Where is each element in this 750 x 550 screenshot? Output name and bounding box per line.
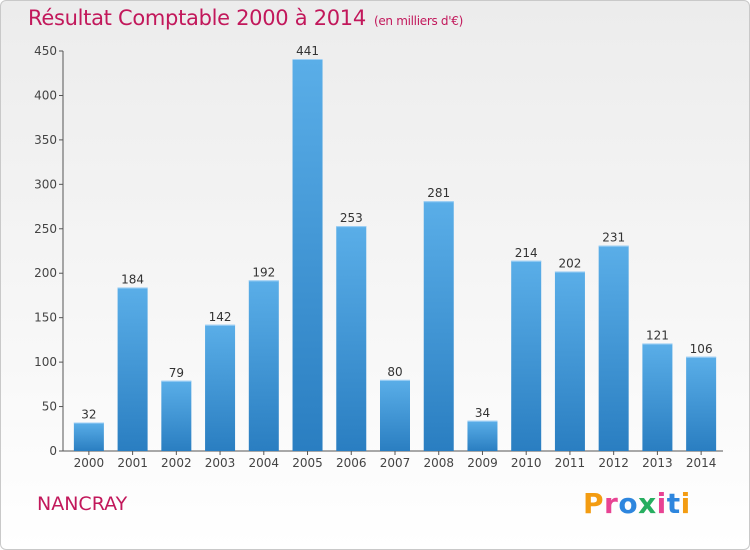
data-label-2011: 202 [558,256,581,270]
chart-title: Résultat Comptable 2000 à 2014 (en millie… [28,6,463,30]
bar-2009 [467,420,498,451]
y-tick-label: 250 [34,222,57,236]
x-tick-label-2010: 2010 [511,456,542,470]
bar-2003 [205,324,236,451]
bar-2011 [554,271,585,451]
bar-2000 [73,422,104,451]
y-tick-label: 100 [34,355,57,369]
data-label-2001: 184 [121,272,144,286]
data-label-2007: 80 [387,365,402,379]
data-label-2000: 32 [81,408,96,422]
logo-letter: t [666,487,681,520]
x-tick-label-2000: 2000 [74,456,105,470]
bar-2002 [161,380,192,451]
y-tick-label: 200 [34,266,57,280]
x-tick-label-2006: 2006 [336,456,367,470]
bar-2004 [248,280,279,451]
bar-2010 [511,260,542,451]
x-tick-label-2007: 2007 [380,456,411,470]
x-axis: 2000 2001 2002 2003 2004 2005 2006 2007 2008 2009… [63,450,723,470]
bar-chart: 0 50 100 150 200 250 300 350 400 450 2000 2001 2002… [34,44,723,470]
bar-2006 [336,226,367,451]
data-label-2009: 34 [475,406,490,420]
bar-2007 [380,379,410,451]
x-tick-label-2002: 2002 [161,456,192,470]
x-tick-label-2012: 2012 [598,456,629,470]
data-label-2003: 142 [209,310,232,324]
y-axis: 0 50 100 150 200 250 300 350 400 450 [34,44,64,458]
y-tick-label: 300 [34,177,57,191]
proxiti-logo: Proxiti [583,487,691,520]
y-tick-label: 0 [49,444,57,458]
data-label-2014: 106 [690,342,713,356]
chart-title-text: Résultat Comptable 2000 à 2014 [28,6,366,30]
logo-letter: i [680,487,691,520]
bar-2005 [292,59,323,451]
y-tick-label: 450 [34,44,57,58]
logo-letter: r [604,487,619,520]
y-tick-label: 150 [34,311,57,325]
data-label-2008: 281 [427,186,450,200]
x-tick-label-2013: 2013 [642,456,673,470]
bar-2001 [117,287,148,451]
y-tick-label: 50 [42,400,57,414]
logo-letter: i [656,487,667,520]
data-label-2010: 214 [515,246,538,260]
bar-2014 [686,356,717,451]
x-tick-label-2009: 2009 [467,456,498,470]
y-tick-label: 350 [34,133,57,147]
bar-2013 [642,343,673,451]
data-label-2006: 253 [340,211,363,225]
logo-letter: x [638,487,657,520]
data-label-2012: 231 [602,231,625,245]
x-tick-label-2005: 2005 [292,456,323,470]
data-label-2004: 192 [252,265,275,279]
x-tick-label-2008: 2008 [423,456,454,470]
bar-2012 [598,245,629,451]
x-tick-label-2014: 2014 [686,456,717,470]
data-label-2013: 121 [646,328,669,342]
x-tick-label-2011: 2011 [555,456,586,470]
data-label-2005: 441 [296,44,319,58]
bars: 32 184 79 142 192 441 253 80 281 34 214 202 231 121 10… [73,44,717,451]
y-tick-label: 400 [34,88,57,102]
x-tick-label-2001: 2001 [117,456,148,470]
bar-2008 [423,201,454,451]
x-tick-label-2004: 2004 [249,456,280,470]
logo-letter: P [583,487,605,520]
x-tick-label-2003: 2003 [205,456,236,470]
logo-letter: o [618,487,639,520]
data-label-2002: 79 [169,366,184,380]
place-name: NANCRAY [37,493,128,515]
chart-subtitle: (en milliers d'€) [373,14,463,28]
